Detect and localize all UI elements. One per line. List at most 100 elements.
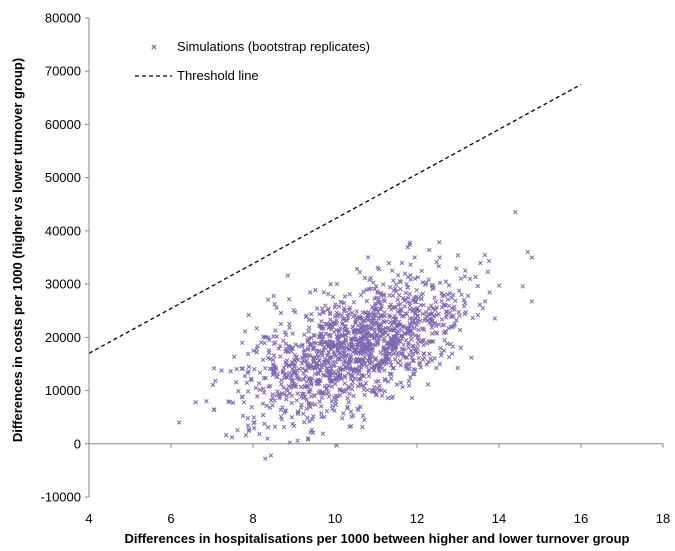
scatter-point bbox=[284, 358, 290, 363]
scatter-point bbox=[342, 373, 347, 379]
y-tick-label: 50000 bbox=[45, 170, 81, 185]
scatter-point bbox=[280, 368, 286, 374]
scatter-point bbox=[334, 310, 340, 315]
scatter-point bbox=[348, 355, 354, 360]
scatter-point bbox=[433, 299, 439, 305]
scatter-point bbox=[421, 327, 427, 332]
scatter-point bbox=[402, 298, 407, 304]
scatter-point bbox=[376, 367, 381, 372]
scatter-point bbox=[278, 310, 284, 316]
scatter-point bbox=[358, 326, 364, 331]
scatter-point bbox=[313, 287, 318, 293]
y-tick-label: 0 bbox=[74, 436, 81, 451]
scatter-point bbox=[314, 351, 320, 357]
scatter-point bbox=[298, 384, 304, 390]
scatter-point bbox=[379, 388, 384, 393]
scatter-point bbox=[267, 337, 272, 343]
scatter-point bbox=[312, 333, 317, 338]
scatter-point bbox=[254, 346, 260, 351]
scatter-point bbox=[349, 386, 355, 392]
scatter-point bbox=[272, 302, 277, 307]
scatter-point bbox=[461, 304, 467, 309]
scatter-point bbox=[465, 293, 471, 298]
scatter-point bbox=[301, 395, 306, 401]
x-tick-label: 12 bbox=[410, 511, 424, 526]
scatter-point bbox=[365, 349, 371, 354]
scatter-point bbox=[219, 368, 224, 373]
scatter-point bbox=[434, 305, 439, 310]
scatter-point bbox=[382, 330, 387, 335]
scatter-point bbox=[377, 336, 382, 341]
scatter-point bbox=[353, 357, 359, 363]
scatter-point bbox=[258, 340, 264, 345]
scatter-point bbox=[286, 297, 292, 302]
scatter-point bbox=[322, 303, 328, 308]
scatter-point bbox=[333, 399, 339, 404]
scatter-point bbox=[281, 424, 287, 430]
scatter-point bbox=[434, 365, 439, 371]
scatter-point bbox=[255, 394, 260, 399]
scatter-point bbox=[446, 326, 451, 331]
scatter-point bbox=[381, 282, 386, 287]
scatter-point bbox=[316, 390, 321, 396]
scatter-point bbox=[462, 311, 467, 317]
scatter-point bbox=[429, 358, 435, 363]
scatter-point bbox=[371, 280, 376, 285]
scatter-point bbox=[404, 311, 410, 317]
scatter-point bbox=[389, 395, 394, 401]
scatter-point bbox=[312, 355, 318, 361]
scatter-point bbox=[318, 403, 324, 409]
scatter-point bbox=[365, 255, 371, 260]
scatter-point bbox=[347, 292, 353, 297]
y-tick-label: 40000 bbox=[45, 223, 81, 238]
scatter-point bbox=[357, 314, 362, 319]
scatter-point bbox=[436, 264, 441, 269]
scatter-point bbox=[275, 389, 280, 394]
scatter-point bbox=[315, 379, 321, 385]
scatter-point bbox=[324, 373, 329, 379]
scatter-point bbox=[496, 283, 502, 288]
scatter-point bbox=[445, 341, 450, 346]
scatter-point bbox=[336, 340, 341, 346]
scatter-point bbox=[400, 384, 405, 390]
scatter-point bbox=[326, 369, 331, 374]
scatter-point bbox=[314, 306, 320, 311]
scatter-point bbox=[478, 260, 483, 266]
scatter-point bbox=[321, 334, 326, 340]
scatter-point bbox=[391, 278, 396, 283]
scatter-point bbox=[446, 283, 452, 288]
scatter-point bbox=[400, 346, 405, 352]
scatter-point bbox=[302, 352, 307, 358]
scatter-point bbox=[427, 351, 432, 357]
scatter-point bbox=[424, 362, 429, 367]
scatter-point bbox=[373, 303, 378, 308]
scatter-point bbox=[455, 365, 460, 371]
scatter-point bbox=[284, 396, 289, 402]
scatter-point bbox=[360, 413, 366, 418]
scatter-point bbox=[348, 336, 353, 341]
scatter-point bbox=[423, 310, 429, 315]
scatter-point bbox=[467, 276, 473, 282]
scatter-point bbox=[349, 383, 355, 388]
scatter-point bbox=[406, 330, 411, 335]
scatter-point bbox=[371, 308, 376, 313]
scatter-point bbox=[240, 394, 245, 400]
scatter-point bbox=[263, 366, 268, 371]
scatter-point bbox=[281, 338, 286, 343]
scatter-point bbox=[361, 319, 367, 324]
scatter-point bbox=[446, 354, 452, 360]
scatter-point bbox=[452, 304, 457, 309]
scatter-point bbox=[295, 438, 300, 443]
scatter-point bbox=[312, 402, 318, 407]
scatter-point bbox=[332, 319, 337, 325]
scatter-point bbox=[283, 332, 289, 338]
scatter-point bbox=[372, 321, 377, 326]
scatter-point bbox=[319, 324, 324, 330]
scatter-point bbox=[406, 295, 411, 301]
scatter-point bbox=[415, 320, 421, 325]
scatter-point bbox=[326, 325, 332, 331]
scatter-point bbox=[458, 345, 463, 351]
scatter-point bbox=[263, 456, 268, 461]
scatter-point bbox=[333, 302, 338, 307]
scatter-point bbox=[442, 337, 447, 343]
